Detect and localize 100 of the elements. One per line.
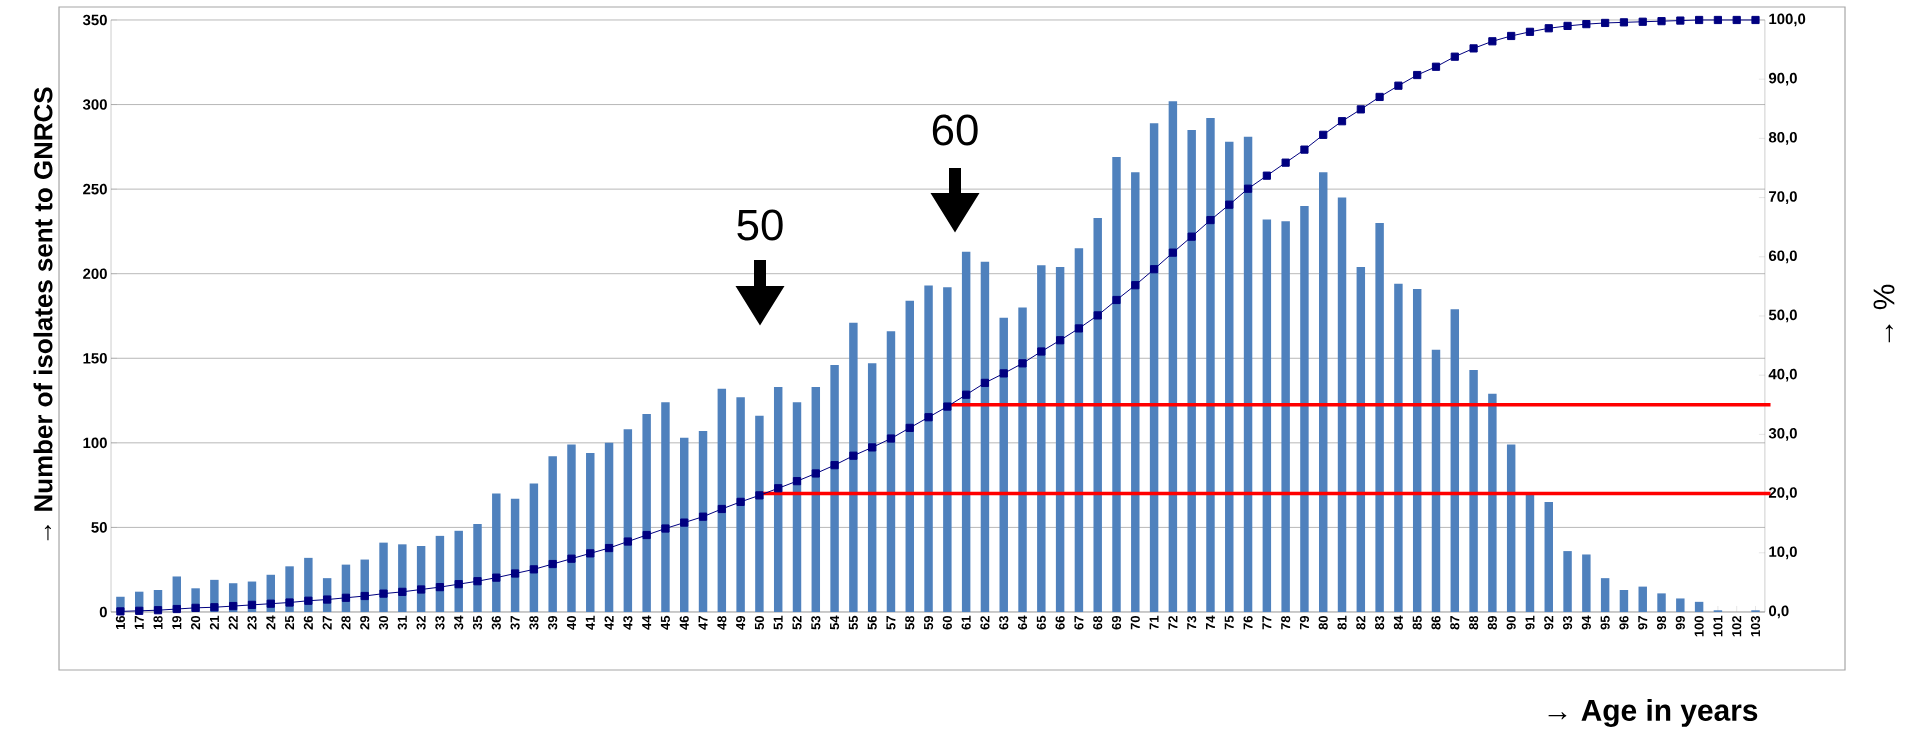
x-tick-label: 64 <box>1017 615 1028 630</box>
bar <box>1187 129 1196 612</box>
x-tick-label: 33 <box>435 615 445 630</box>
y2-tick-label: 50,0 <box>1768 309 1797 323</box>
x-tick-label: 95 <box>1600 615 1610 630</box>
x-tick-label: 32 <box>416 616 426 630</box>
x-tick-label: 29 <box>360 615 370 630</box>
x-tick-label: 79 <box>1299 615 1310 630</box>
x-tick-label: 27 <box>322 616 332 630</box>
x-tick-label: 36 <box>491 615 501 630</box>
x-tick-label: 76 <box>1243 615 1253 630</box>
x-tick-label: 50 <box>754 616 764 630</box>
x-tick-label: 78 <box>1281 615 1291 630</box>
x-tick-label: 63 <box>999 615 1009 630</box>
y2-tick-label: 20,0 <box>1768 487 1797 500</box>
x-tick-label: 55 <box>848 615 858 630</box>
x-tick-label: 62 <box>980 616 990 630</box>
bar <box>830 365 839 612</box>
x-tick-label: 101 <box>1713 615 1723 637</box>
y-tick-label: 50 <box>91 522 107 533</box>
y2-tick-label: 60,0 <box>1768 250 1797 264</box>
x-tick-label: 85 <box>1412 615 1422 630</box>
x-tick-label: 35 <box>472 615 483 630</box>
bar <box>1638 586 1647 612</box>
bar <box>849 322 858 612</box>
bar <box>1300 206 1309 612</box>
bar <box>680 437 689 612</box>
x-tick-label: 31 <box>397 615 407 630</box>
x-tick-label: 16 <box>115 615 125 630</box>
x-tick-label: 39 <box>548 615 558 630</box>
bar <box>1262 219 1272 612</box>
bar <box>529 483 539 612</box>
x-tick-label: 92 <box>1544 616 1554 630</box>
x-tick-label: 87 <box>1450 616 1460 630</box>
bar <box>755 415 764 612</box>
x-tick-label: 28 <box>341 615 351 630</box>
x-tick-label: 100 <box>1694 616 1704 637</box>
bar <box>924 285 933 612</box>
bar <box>1281 221 1290 612</box>
y2-tick-label: 80,0 <box>1768 132 1797 145</box>
y2-tick-label: 0,0 <box>1769 605 1789 619</box>
bar <box>999 317 1008 612</box>
x-tick-label: 51 <box>773 615 783 630</box>
x-tick-label: 44 <box>642 615 652 630</box>
x-tick-label: 97 <box>1638 616 1648 630</box>
x-tick-label: 34 <box>454 615 464 630</box>
x-tick-label: 69 <box>1111 615 1122 630</box>
bar <box>1093 217 1102 612</box>
bar <box>773 387 783 612</box>
bar <box>1225 141 1234 612</box>
bar <box>1206 118 1215 612</box>
bar <box>604 442 614 612</box>
bar <box>586 452 595 612</box>
y-tick-label: 200 <box>83 268 107 279</box>
bar <box>510 498 520 612</box>
bar <box>717 388 727 612</box>
bar <box>1112 156 1121 612</box>
x-tick-label: 57 <box>886 616 896 630</box>
x-tick-label: 98 <box>1656 615 1667 630</box>
y-tick-label: 100 <box>83 437 107 449</box>
bar <box>1168 101 1178 612</box>
x-tick-label: 21 <box>209 615 219 630</box>
annotation: 60 <box>932 114 978 146</box>
x-tick-label: 102 <box>1732 616 1742 637</box>
x-tick-label: 46 <box>679 615 689 630</box>
x-tick-label: 45 <box>660 615 670 630</box>
y2-tick-label: 70,0 <box>1769 191 1797 204</box>
x-tick-label: 38 <box>529 615 539 630</box>
bar <box>567 444 576 612</box>
bar <box>1243 136 1253 612</box>
bar <box>1356 266 1366 612</box>
x-tick-label: 84 <box>1393 615 1403 630</box>
x-tick-label: 20 <box>191 616 201 630</box>
bar <box>492 493 501 612</box>
y2-axis-title: → % <box>1873 284 1895 343</box>
bar <box>1600 578 1610 612</box>
x-tick-label: 17 <box>134 616 144 630</box>
bar <box>1506 444 1516 612</box>
x-tick-label: 24 <box>266 615 276 630</box>
bar <box>961 251 971 612</box>
bar <box>1431 349 1441 612</box>
bar <box>886 331 896 612</box>
x-tick-label: 77 <box>1262 616 1272 630</box>
x-tick-label: 40 <box>566 616 577 630</box>
x-tick-label: 81 <box>1337 615 1347 630</box>
bar <box>548 456 557 612</box>
bar <box>1337 197 1347 612</box>
x-tick-label: 88 <box>1469 615 1479 630</box>
x-tick-label: 83 <box>1375 615 1385 630</box>
x-tick-label: 26 <box>303 615 313 630</box>
bar <box>1694 601 1704 612</box>
x-axis-title: → Age in years <box>1548 698 1758 727</box>
x-tick-label: 48 <box>717 615 727 630</box>
bar <box>454 530 463 612</box>
bar <box>1544 502 1553 612</box>
bar <box>1657 593 1666 612</box>
x-tick-label: 94 <box>1581 615 1591 630</box>
x-tick-label: 72 <box>1168 616 1178 630</box>
y-tick-label: 250 <box>83 183 107 195</box>
bar <box>1488 393 1497 612</box>
